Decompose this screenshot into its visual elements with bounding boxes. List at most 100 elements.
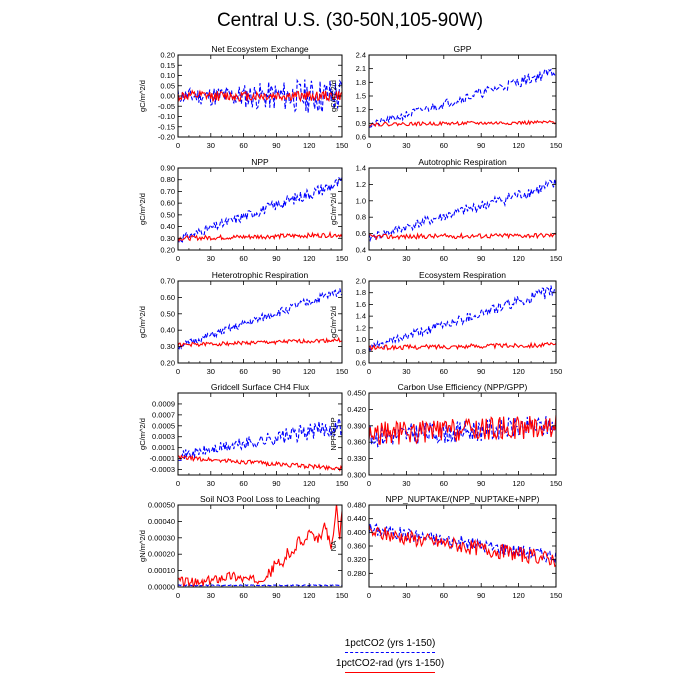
series-line-solid (178, 89, 342, 103)
x-tick-label: 30 (207, 254, 215, 263)
y-tick-label: 0.440 (347, 514, 366, 523)
y-tick-label: 0.00050 (148, 501, 175, 510)
y-axis-label: gN/m^2/d (138, 530, 147, 562)
series-line-dashed (178, 416, 342, 461)
series-line-solid (369, 232, 556, 241)
series-line-dashed (178, 288, 342, 350)
y-tick-label: 0.15 (160, 61, 175, 70)
x-tick-label: 0 (367, 479, 371, 488)
legend-entry-1: 1pctCO2 (yrs 1-150) (310, 638, 470, 653)
y-tick-label: 0.420 (347, 405, 366, 414)
x-tick-label: 90 (272, 367, 280, 376)
y-tick-label: -0.0001 (150, 454, 175, 463)
panel-8: 0 30 60 90 120 1500.3000.3300.3600.3900.4200.… (329, 382, 562, 488)
y-tick-label: 0.400 (347, 528, 366, 537)
legend-label-2: 1pctCO2-rad (yrs 1-150) (335, 658, 445, 669)
x-tick-label: 30 (207, 479, 215, 488)
y-tick-label: 1.0 (356, 196, 366, 205)
y-tick-label: -0.10 (158, 112, 175, 121)
y-tick-label: 0.4 (356, 246, 366, 255)
x-tick-label: 120 (303, 254, 316, 263)
y-tick-label: 0.00 (160, 92, 175, 101)
y-tick-label: 0.6 (356, 229, 366, 238)
y-tick-label: 0.30 (160, 342, 175, 351)
y-tick-label: 1.2 (356, 180, 366, 189)
panel-1: 0 30 60 90 120 150 -0.20 -0.15-0.10-0.050.00 0.0… (138, 44, 348, 150)
plot-frame (177, 504, 343, 588)
x-tick-label: 90 (272, 479, 280, 488)
panel-title: GPP (454, 44, 472, 54)
y-axis-label: gC/m^2/d (138, 418, 147, 450)
y-axis-label: gC/m^2/d (329, 193, 338, 225)
plot-frame (368, 280, 557, 364)
x-tick-label: 30 (207, 591, 215, 600)
y-tick-label: 0.330 (347, 454, 366, 463)
series-line-solid (178, 505, 342, 587)
y-tick-label: 0.90 (160, 164, 175, 173)
x-tick-label: 60 (440, 141, 448, 150)
x-tick-label: 0 (176, 591, 180, 600)
series-line-dashed (369, 179, 556, 243)
y-tick-label: -0.15 (158, 122, 175, 131)
y-axis-label: NA (329, 541, 338, 551)
y-tick-label: 0.360 (347, 438, 366, 447)
x-tick-label: 150 (336, 254, 349, 263)
y-tick-label: 0.9 (356, 119, 366, 128)
y-tick-label: 0.280 (347, 569, 366, 578)
x-tick-label: 0 (176, 141, 180, 150)
x-tick-label: 120 (512, 141, 525, 150)
x-tick-label: 120 (512, 479, 525, 488)
y-tick-label: 0.60 (160, 293, 175, 302)
x-tick-label: 120 (303, 479, 316, 488)
y-tick-label: 0.20 (160, 359, 175, 368)
x-tick-label: 150 (336, 141, 349, 150)
plot-frame (177, 392, 343, 476)
series-line-dashed (369, 68, 556, 128)
x-tick-label: 0 (176, 367, 180, 376)
y-tick-label: 1.4 (356, 312, 366, 321)
x-tick-label: 90 (272, 254, 280, 263)
plot-frame (368, 167, 557, 251)
x-tick-label: 30 (402, 141, 410, 150)
x-tick-label: 60 (440, 254, 448, 263)
x-tick-label: 90 (477, 141, 485, 150)
y-tick-label: 0.0001 (152, 443, 175, 452)
y-tick-label: 0.00020 (148, 550, 175, 559)
y-tick-label: -0.20 (158, 133, 175, 142)
x-tick-label: 0 (367, 254, 371, 263)
y-axis-label: gC/m^2/d (138, 306, 147, 338)
panel-title: Soil NO3 Pool Loss to Leaching (200, 494, 320, 504)
series-line-dashed (369, 285, 556, 352)
y-tick-label: 0.00000 (148, 583, 175, 592)
x-tick-label: 30 (402, 254, 410, 263)
plot-frame (177, 280, 343, 364)
y-tick-label: 1.6 (356, 300, 366, 309)
x-tick-label: 30 (207, 367, 215, 376)
x-tick-label: 120 (512, 254, 525, 263)
panel-title: NPP_NUPTAKE/(NPP_NUPTAKE+NPP) (386, 494, 540, 504)
y-tick-label: 1.8 (356, 78, 366, 87)
panel-6: 0 30 60 90 120 150 0.6 0.8 1.0 1.2 1.4 1.6 1.8 2.0 Eco… (329, 270, 562, 376)
legend-swatch-dashed (345, 652, 435, 653)
series-line-dashed (178, 584, 342, 587)
x-tick-label: 150 (550, 479, 563, 488)
x-tick-label: 30 (402, 479, 410, 488)
panel-10: 0 30 60 90 120 150 0.280 0.320 0.360 0.400 0.440 0.… (329, 494, 562, 600)
y-tick-label: 0.320 (347, 555, 366, 564)
y-tick-label: 0.8 (356, 347, 366, 356)
x-tick-label: 60 (239, 367, 247, 376)
panel-title: Net Ecosystem Exchange (211, 44, 309, 54)
x-tick-label: 60 (440, 591, 448, 600)
x-tick-label: 150 (336, 591, 349, 600)
series-line-solid (369, 341, 556, 351)
series-line-solid (178, 230, 342, 242)
y-tick-label: 0.0003 (152, 432, 175, 441)
x-tick-label: 0 (367, 141, 371, 150)
x-tick-label: 60 (239, 141, 247, 150)
panel-9: 0 30 60 90 120 150 0.00000 0.00010 0.00020 0.0003… (138, 494, 348, 600)
y-axis-label: NPP/GPP (329, 417, 338, 450)
x-tick-label: 0 (367, 367, 371, 376)
y-tick-label: -0.05 (158, 102, 175, 111)
y-tick-label: 0.05 (160, 81, 175, 90)
